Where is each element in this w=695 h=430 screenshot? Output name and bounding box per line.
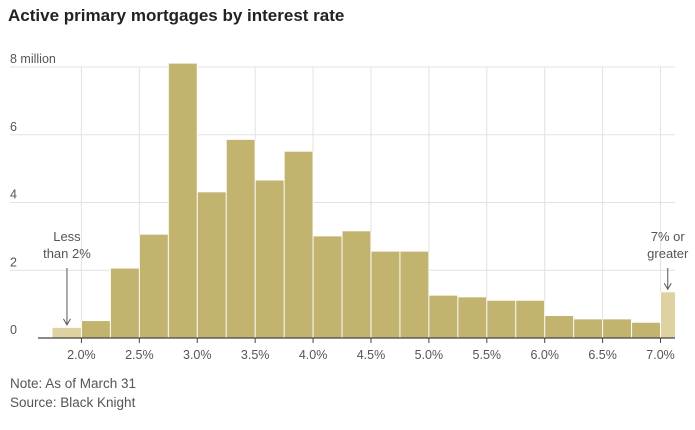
- histogram-bar: [515, 300, 545, 338]
- chart-note: Note: As of March 31: [10, 376, 137, 391]
- x-tick-label: 4.0%: [299, 348, 328, 362]
- x-tick-label: 5.0%: [415, 348, 444, 362]
- x-tick-label: 6.5%: [588, 348, 617, 362]
- x-tick-label: 6.0%: [530, 348, 559, 362]
- annotation-arrowhead: [63, 318, 71, 326]
- annotation-text: than 2%: [43, 246, 91, 261]
- histogram-bar: [631, 322, 661, 338]
- histogram-bar: [457, 297, 487, 338]
- histogram-bar: [660, 292, 675, 338]
- histogram-bar: [313, 236, 343, 338]
- histogram-bar: [197, 192, 227, 338]
- y-tick-label: 6: [10, 120, 17, 134]
- x-tick-label: 4.5%: [357, 348, 386, 362]
- histogram-bar: [168, 63, 198, 339]
- y-tick-label: 0: [10, 323, 17, 337]
- annotation-arrowhead: [663, 283, 672, 291]
- annotation-text: greater: [647, 246, 689, 261]
- chart-source: Source: Black Knight: [10, 395, 136, 410]
- histogram-bar: [342, 231, 371, 338]
- y-tick-label: 8 million: [10, 52, 56, 66]
- histogram-bar: [544, 315, 574, 338]
- histogram-bar: [399, 251, 429, 338]
- histogram-bar: [255, 180, 285, 338]
- histogram-bar: [573, 319, 603, 338]
- y-tick-label: 2: [10, 255, 17, 269]
- histogram-bar: [110, 268, 140, 338]
- annotation-text: Less: [53, 229, 81, 244]
- histogram-bar: [226, 139, 256, 338]
- x-tick-label: 7.0%: [646, 348, 675, 362]
- histogram-bar: [81, 321, 111, 338]
- histogram-bar: [52, 327, 82, 338]
- histogram-bar: [139, 234, 169, 338]
- histogram-bar: [428, 295, 458, 338]
- histogram-bar: [284, 151, 314, 338]
- annotation-text: 7% or: [651, 229, 686, 244]
- x-tick-label: 5.5%: [473, 348, 502, 362]
- histogram-bar: [602, 319, 632, 338]
- histogram-bar: [370, 251, 400, 338]
- x-tick-label: 2.5%: [125, 348, 154, 362]
- x-tick-label: 2.0%: [67, 348, 96, 362]
- x-tick-label: 3.5%: [241, 348, 270, 362]
- chart-title: Active primary mortgages by interest rat…: [8, 6, 345, 25]
- x-tick-label: 3.0%: [183, 348, 212, 362]
- histogram-bar: [486, 300, 516, 338]
- y-tick-label: 4: [10, 188, 17, 202]
